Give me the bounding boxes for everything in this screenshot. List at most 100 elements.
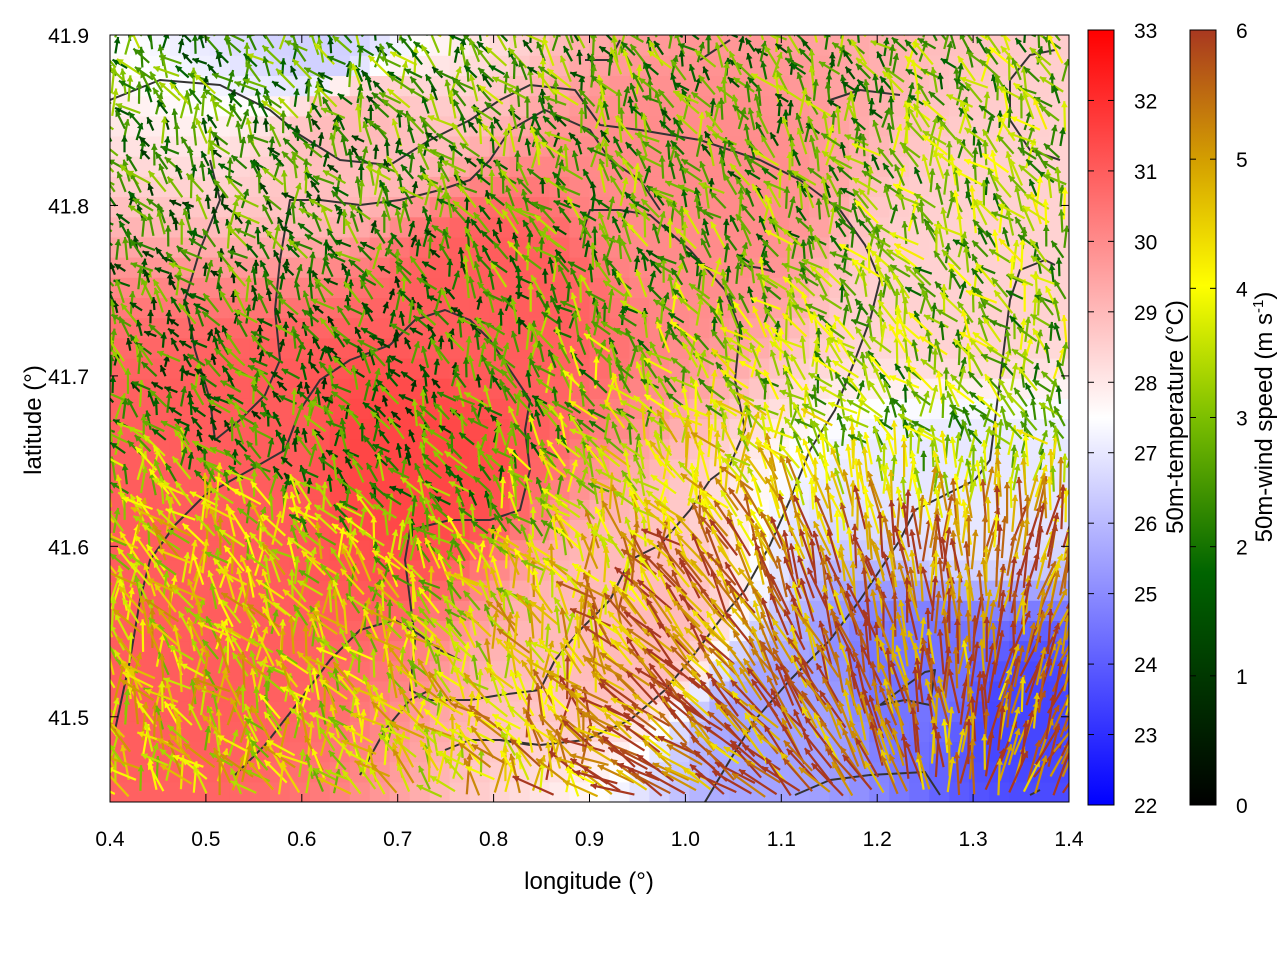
- temperature-cell: [1029, 781, 1050, 802]
- temperature-cell: [209, 297, 231, 319]
- temperature-cell: [150, 337, 171, 359]
- wind-arrow-shaft: [252, 35, 255, 37]
- temperature-cell: [189, 277, 211, 298]
- temperature-cell: [130, 781, 151, 802]
- wind-arrow-head: [96, 452, 103, 458]
- temperature-cell: [209, 701, 231, 722]
- temperature-cell: [130, 95, 151, 117]
- wind-arrow-head: [95, 217, 102, 223]
- temperature-cell: [249, 499, 271, 520]
- temperature-cell: [269, 418, 291, 440]
- temperature-cell: [150, 438, 171, 460]
- temperature-cell: [369, 75, 391, 97]
- temperature-cell: [309, 115, 331, 137]
- wind-arrow-head: [92, 115, 99, 121]
- temperature-cell: [929, 761, 950, 783]
- temperature-cell: [569, 378, 591, 399]
- temperature-cell: [1049, 418, 1069, 440]
- temperature-cell: [189, 398, 211, 420]
- temperature-cell: [309, 580, 331, 601]
- wind-arrow: [252, 35, 255, 37]
- temperature-cell: [229, 35, 251, 56]
- temperature-cell: [349, 721, 371, 743]
- wind-arrow-shaft: [179, 35, 182, 37]
- temperature-cell: [309, 55, 331, 76]
- temperature-cell: [169, 781, 191, 802]
- wind-arrow-head: [127, 22, 133, 29]
- temperature-cell: [169, 398, 191, 420]
- wind-arrow-head: [91, 637, 98, 643]
- wind-arrow-head: [110, 639, 111, 640]
- wind-arrow-head: [98, 739, 104, 746]
- wind-arrow-head: [86, 779, 93, 785]
- wind-arrow-head: [99, 61, 106, 68]
- temperature-cell: [989, 559, 1010, 581]
- wind-arrow-shaft: [201, 35, 204, 37]
- temperature-cell: [150, 317, 171, 339]
- wind-arrow-head: [94, 449, 101, 456]
- temperature-cell: [169, 156, 191, 177]
- temperature-cell: [269, 115, 291, 137]
- wind-arrow-head: [157, 19, 163, 26]
- wind-arrow: [110, 554, 112, 557]
- wind-arrow-head: [94, 515, 100, 522]
- temperature-cell: [169, 559, 191, 581]
- wind-arrow-head: [96, 153, 103, 160]
- temperature-cell: [909, 721, 930, 743]
- temperature-cell: [130, 741, 151, 763]
- wind-arrow-head: [94, 173, 101, 179]
- temperature-cell: [969, 519, 990, 541]
- temperature-cell: [329, 95, 351, 117]
- wind-arrow-head: [97, 475, 104, 482]
- temperature-cell: [369, 277, 391, 298]
- temperature-cell: [289, 75, 311, 97]
- temperature-cell: [929, 196, 950, 218]
- wind-arrow-shaft: [110, 100, 112, 105]
- wind-arrow-head: [174, 21, 180, 28]
- wind-arrow-head: [284, 24, 290, 31]
- temperature-cell: [329, 398, 351, 420]
- temperature-cell: [1049, 781, 1069, 802]
- wind-arrow-head: [203, 19, 210, 26]
- temperature-cell: [1049, 236, 1069, 258]
- wind-arrow-head: [110, 390, 111, 392]
- temperature-cell: [369, 438, 391, 460]
- temperature-cell: [249, 781, 271, 802]
- wind-arrow-head: [255, 24, 261, 31]
- temperature-cell: [1009, 297, 1030, 319]
- wind-arrow: [310, 35, 314, 36]
- temperature-cell: [269, 580, 291, 601]
- wind-arrow: [110, 581, 113, 586]
- wind-arrow-head: [98, 662, 104, 669]
- wind-arrow-head: [102, 569, 109, 575]
- temperature-cell: [869, 196, 890, 218]
- temperature-cell: [349, 176, 371, 198]
- temperature-cell: [169, 378, 191, 399]
- wind-arrow-head: [87, 688, 94, 695]
- temperature-cell: [130, 479, 151, 500]
- wind-arrow-head: [313, 18, 320, 25]
- wind-arrow: [114, 35, 118, 38]
- wind-arrow: [174, 21, 182, 37]
- wind-arrow-shaft: [226, 35, 228, 36]
- temperature-cell: [349, 196, 371, 218]
- temperature-cell: [609, 398, 631, 420]
- temperature-cell: [229, 55, 251, 76]
- temperature-cell: [169, 539, 191, 561]
- temperature-cell: [110, 196, 131, 218]
- temperature-cell: [110, 277, 131, 298]
- wind-arrow: [201, 19, 210, 37]
- wind-arrow-head: [94, 547, 101, 554]
- wind-arrow-head: [125, 20, 132, 27]
- temperature-cell: [929, 781, 950, 802]
- wind-arrow-head: [103, 641, 110, 648]
- wind-arrow-head: [100, 315, 106, 322]
- temperature-cell: [189, 721, 211, 743]
- wind-arrow-shaft: [290, 35, 294, 38]
- temperature-cell: [929, 95, 950, 117]
- wind-arrow-head: [101, 173, 107, 180]
- temperature-cell: [629, 236, 651, 258]
- wind-arrow-head: [97, 234, 104, 240]
- wind-arrow-head: [144, 28, 150, 35]
- wind-arrow-head: [99, 140, 106, 146]
